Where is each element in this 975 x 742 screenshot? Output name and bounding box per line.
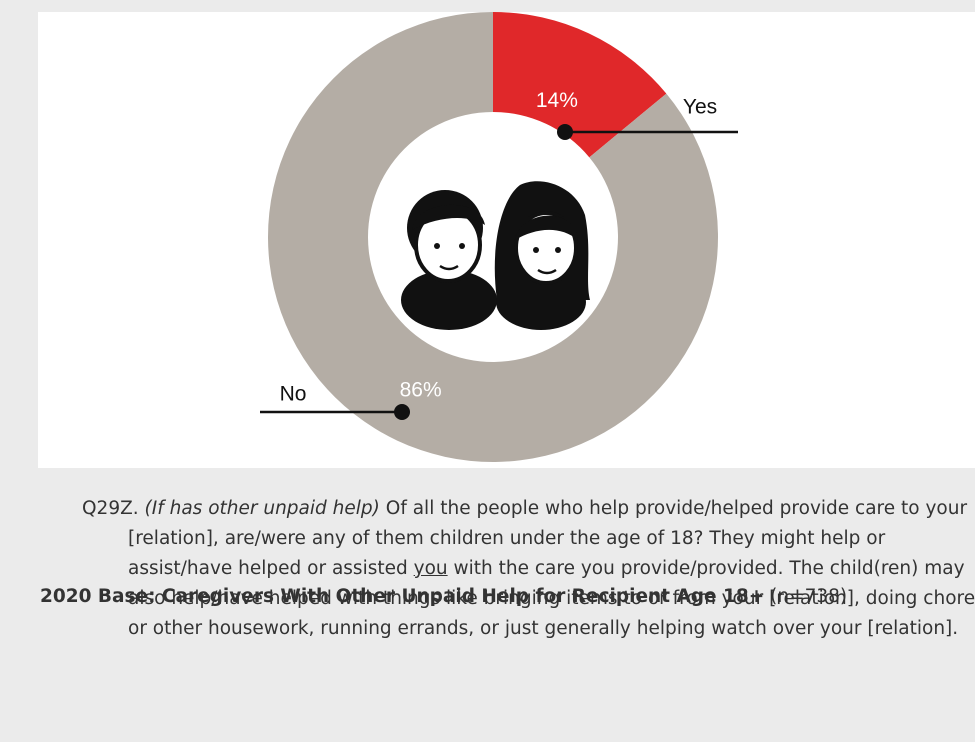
question-label: Q29Z. xyxy=(82,498,139,519)
category-label: No xyxy=(280,383,307,406)
value-label: 86% xyxy=(400,378,442,401)
donut-slice xyxy=(493,12,667,158)
leader-dot xyxy=(557,124,573,140)
question-text: Q29Z. (If has other unpaid help) Of all … xyxy=(82,494,975,644)
base-n: (n=738) xyxy=(770,586,848,607)
leader-dot xyxy=(394,404,410,420)
base-note: 2020 Base: Caregivers With Other Unpaid … xyxy=(40,586,847,607)
base-label: 2020 Base: Caregivers With Other Unpaid … xyxy=(40,586,765,607)
question-underlined: you xyxy=(413,558,448,579)
question-condition: (If has other unpaid help) xyxy=(144,498,380,519)
chart: 14% Yes 86% No xyxy=(260,12,738,463)
donut-slice xyxy=(268,12,718,463)
value-label: 14% xyxy=(536,89,578,112)
category-label: Yes xyxy=(683,96,717,119)
question-text-before: Of all the people who help provide/helpe… xyxy=(128,498,968,579)
children-illustration xyxy=(401,181,590,330)
question-text-after: with the care you provide/provided. The … xyxy=(128,558,975,639)
